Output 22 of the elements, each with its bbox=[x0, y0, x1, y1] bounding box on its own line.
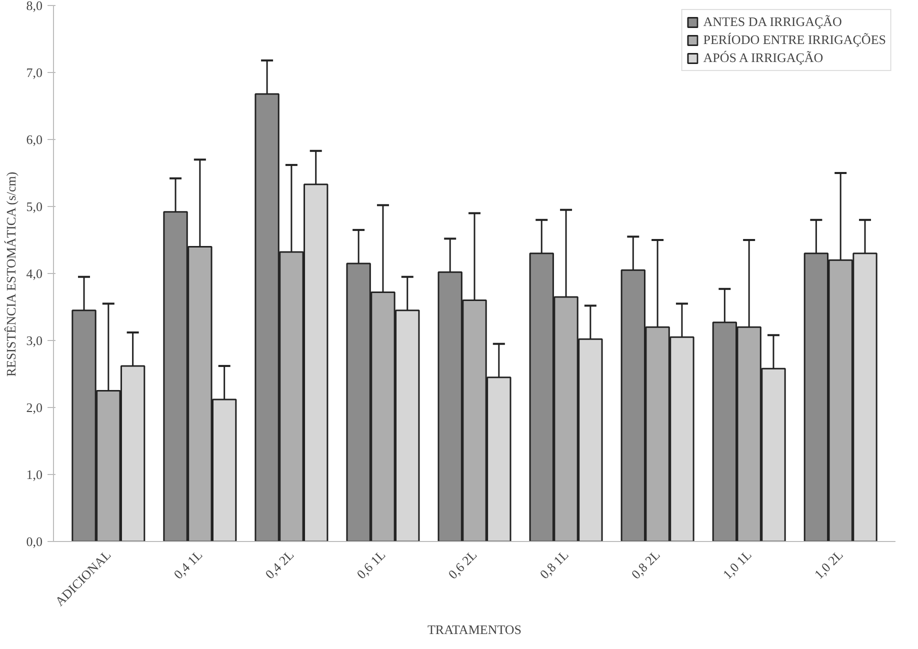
legend-label: PERÍODO ENTRE IRRIGAÇÕES bbox=[703, 32, 886, 48]
x-tick-label: 0,8 2L bbox=[628, 547, 663, 582]
y-tick-label: 2,0 bbox=[26, 400, 42, 415]
y-tick-label: 8,0 bbox=[26, 0, 42, 13]
x-tick-label: 0,6 2L bbox=[445, 547, 480, 582]
y-tick-label: 6,0 bbox=[26, 132, 42, 147]
y-tick-label: 3,0 bbox=[26, 333, 42, 348]
x-tick-label: 0,8 1L bbox=[536, 547, 572, 582]
legend-label: ANTES DA IRRIGAÇÃO bbox=[703, 14, 842, 30]
x-tick-label: 0,6 1L bbox=[354, 547, 388, 582]
x-tick-label: 0,4 2L bbox=[262, 547, 297, 582]
y-axis-title: RESISTÊNCIA ESTOMÁTICA (s/cm) bbox=[3, 172, 18, 377]
y-tick-label: 0,0 bbox=[26, 534, 42, 549]
y-tick-label: 5,0 bbox=[26, 199, 42, 214]
y-tick-label: 7,0 bbox=[26, 65, 42, 80]
x-tick-label: 1,0 2L bbox=[811, 547, 846, 582]
y-tick-label: 4,0 bbox=[26, 266, 42, 281]
x-axis-title: TRATAMENTOS bbox=[427, 622, 522, 638]
x-tick-label: 1,0 1L bbox=[720, 547, 754, 582]
y-tick-label: 1,0 bbox=[26, 467, 42, 482]
legend-label: APÓS A IRRIGAÇÃO bbox=[703, 50, 824, 66]
x-tick-label: 0,4 1L bbox=[170, 547, 206, 582]
